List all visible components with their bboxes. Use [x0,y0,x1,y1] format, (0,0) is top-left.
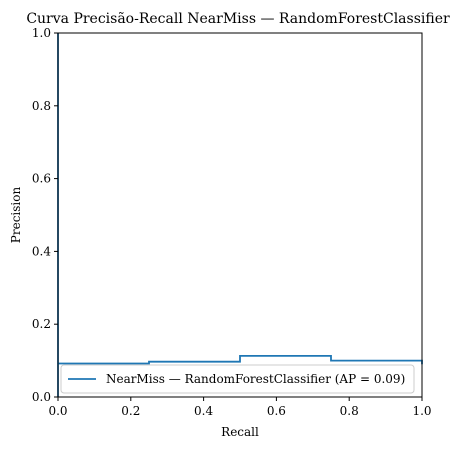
y-tick-label: 1.0 [32,26,51,40]
y-tick-label: 0.8 [32,99,51,113]
y-axis-ticks: 0.0 0.2 0.4 0.6 0.8 1.0 [32,26,58,404]
x-axis-ticks: 0.0 0.2 0.4 0.6 0.8 1.0 [48,397,432,418]
plot-area [58,33,422,397]
legend-box [60,364,415,394]
x-tick-label: 0.4 [194,404,213,418]
x-tick-label: 0.0 [48,404,67,418]
y-axis-label: Precision [9,187,23,244]
x-tick-label: 0.2 [121,404,140,418]
x-tick-label: 1.0 [412,404,431,418]
x-tick-label: 0.6 [267,404,286,418]
axes-frame [57,32,423,398]
legend: NearMiss — RandomForestClassifier (AP = … [60,364,415,394]
y-tick-label: 0.2 [32,317,51,331]
legend-entry-label: NearMiss — RandomForestClassifier (AP = … [106,372,405,386]
chart-title: Curva Precisão-Recall NearMiss — RandomF… [26,11,450,27]
y-tick-label: 0.4 [32,244,51,258]
y-tick-label: 0.6 [32,172,51,186]
x-axis-label: Recall [221,425,259,439]
y-tick-label: 0.0 [32,390,51,404]
x-tick-label: 0.8 [340,404,359,418]
